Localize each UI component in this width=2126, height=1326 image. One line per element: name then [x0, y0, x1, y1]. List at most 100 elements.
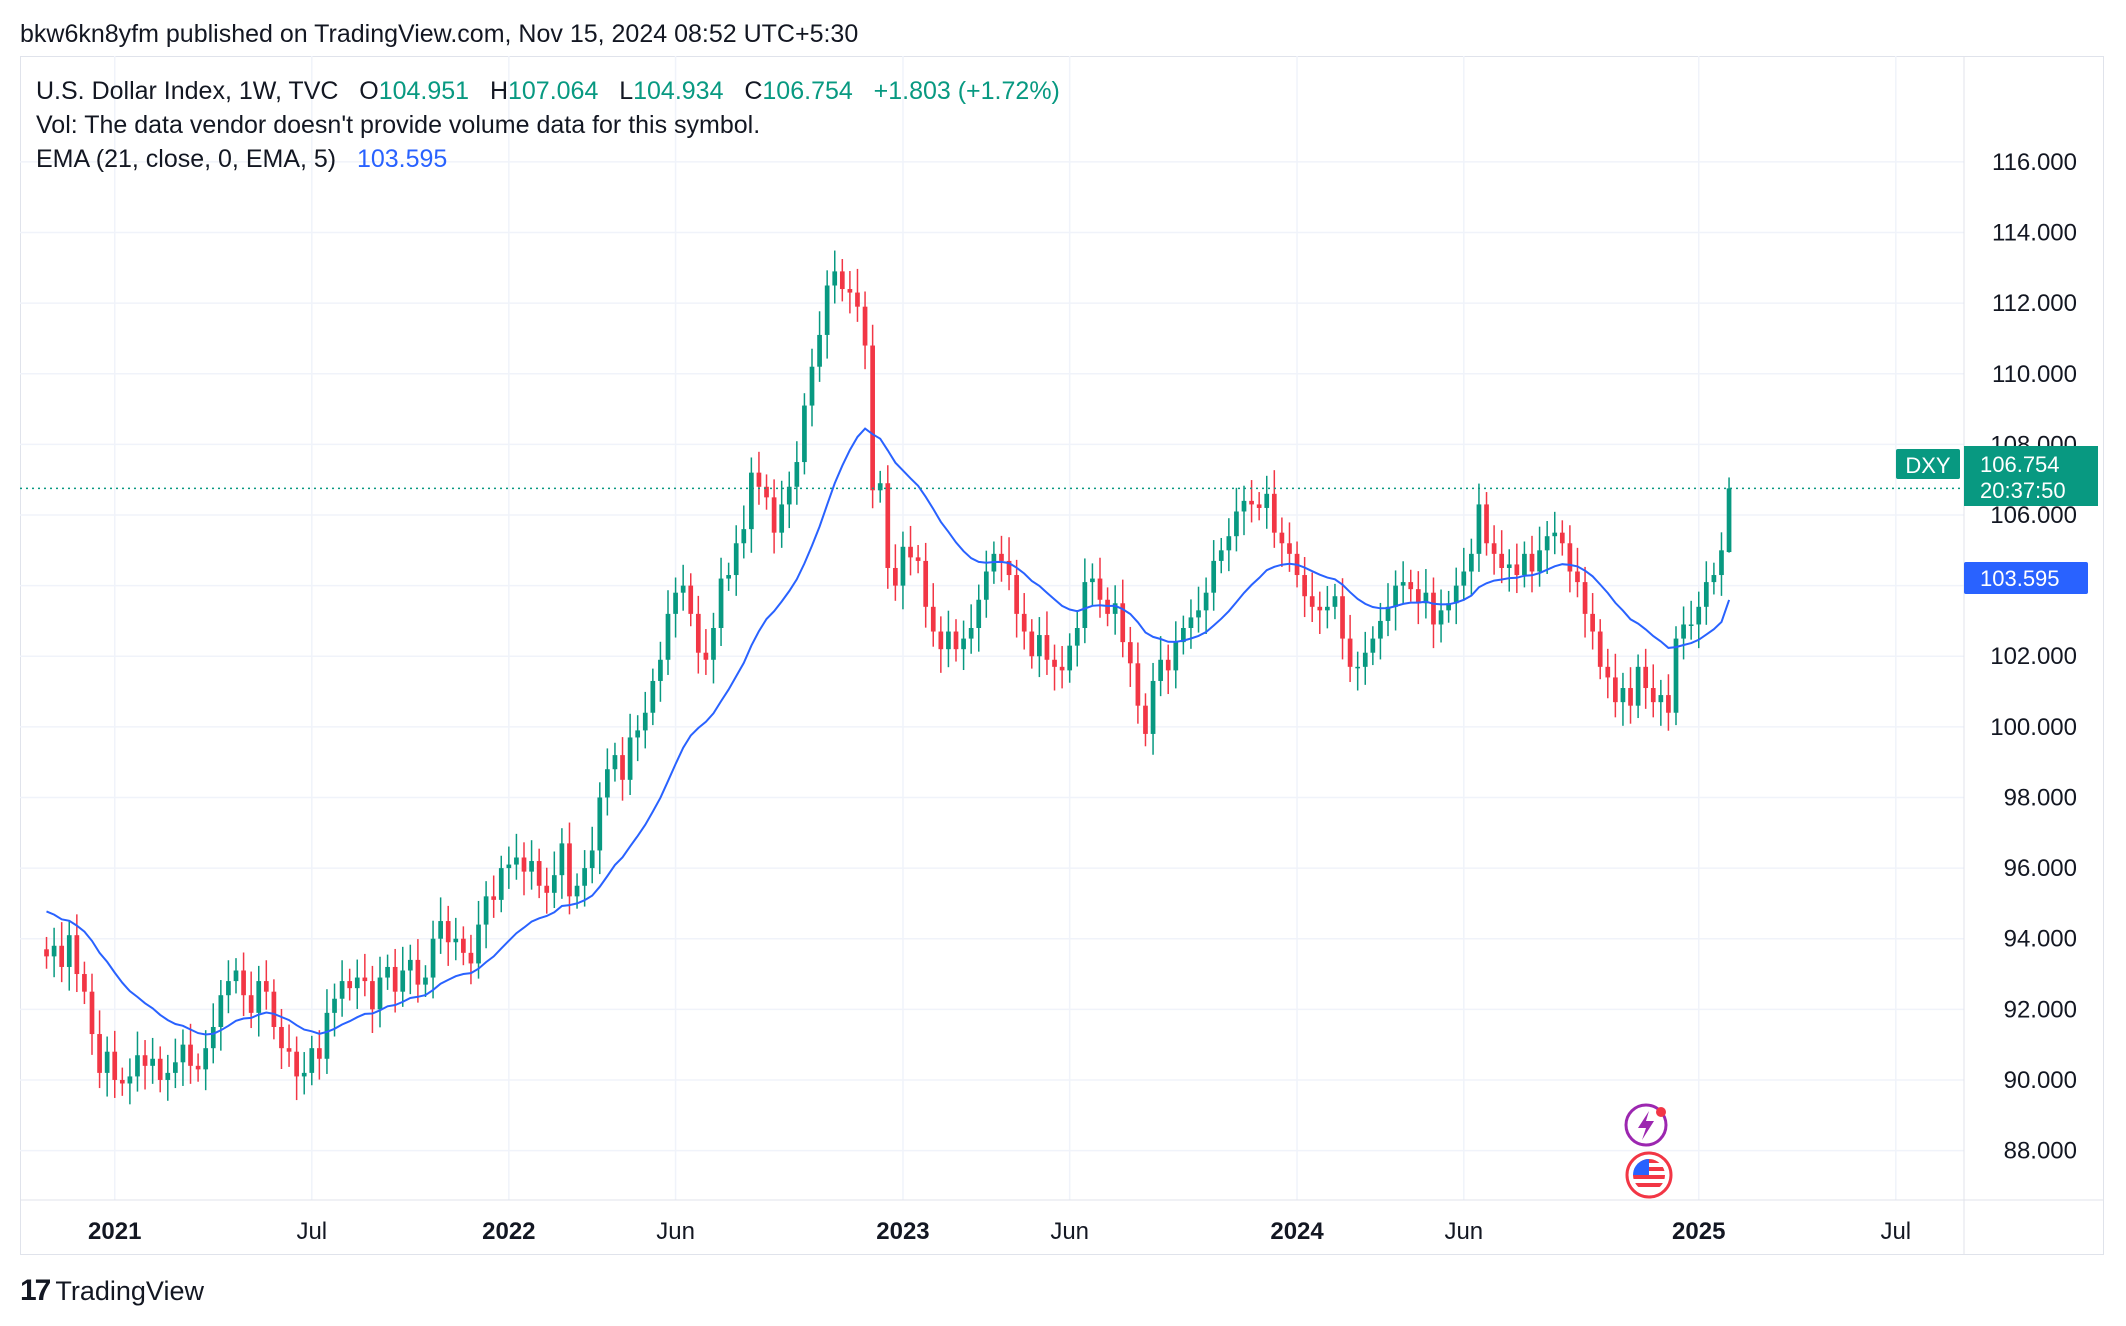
candle-body: [559, 843, 565, 876]
y-tick-label: 114.000: [1992, 220, 2077, 247]
candle: [559, 828, 565, 899]
ema-price-tag: 103.595: [1964, 562, 2088, 594]
candle: [605, 748, 610, 816]
candle: [1499, 530, 1505, 584]
candle-body: [514, 857, 519, 865]
candle: [1347, 614, 1353, 683]
candle-body: [370, 981, 375, 1010]
candle-body: [1014, 575, 1019, 614]
price-axis: 88.000 90.000 92.000 94.000 96.000 98.000 100.…: [1990, 149, 2077, 1165]
candle-body: [1597, 631, 1603, 667]
candle: [786, 471, 792, 529]
candle-body: [597, 797, 603, 851]
candle: [256, 965, 262, 1037]
candle: [241, 952, 246, 1017]
candle: [317, 1030, 322, 1080]
candle-body: [847, 289, 853, 293]
candle: [1196, 586, 1201, 633]
y-tick-label: 88.000: [2004, 1138, 2077, 1165]
x-tick-label: 2023: [876, 1218, 929, 1245]
candle: [703, 629, 709, 675]
published-caption: bkw6kn8yfm published on TradingView.com,…: [20, 20, 859, 48]
candle: [1400, 561, 1406, 604]
bar-countdown: 20:37:50: [1980, 478, 2066, 503]
candle: [1203, 577, 1209, 635]
legend-ema-row[interactable]: EMA (21, close, 0, EMA, 5) 103.595: [36, 142, 1060, 176]
candle: [1719, 532, 1724, 596]
candle-body: [544, 885, 550, 893]
legend-volume-row[interactable]: Vol: The data vendor doesn't provide vol…: [36, 108, 1060, 142]
candle: [226, 960, 231, 1014]
candle: [1469, 538, 1474, 596]
low-value: 104.934: [633, 77, 724, 105]
candle-body: [498, 868, 504, 900]
x-tick-label: 2022: [482, 1218, 535, 1245]
candle: [1120, 579, 1126, 658]
candle: [741, 505, 747, 559]
candle-body: [642, 712, 648, 731]
x-tick-label: 2024: [1270, 1218, 1324, 1245]
candle-body: [680, 585, 686, 593]
candle: [1635, 654, 1641, 719]
candle-body: [1453, 585, 1459, 604]
candle-body: [726, 575, 731, 579]
candle: [112, 1030, 118, 1098]
candle-body: [658, 659, 663, 681]
candle-body: [665, 613, 671, 660]
us-flag-icon[interactable]: [1625, 1151, 1673, 1199]
candle-body: [536, 861, 542, 886]
candle-body: [961, 638, 966, 650]
candle-body: [1666, 695, 1671, 713]
close-value: 106.754: [762, 77, 853, 105]
candle: [749, 457, 754, 553]
candle-body: [1143, 705, 1148, 734]
candle: [893, 544, 898, 601]
y-tick-label: 90.000: [2004, 1067, 2077, 1094]
candle-body: [824, 285, 830, 335]
tradingview-logo[interactable]: 17 TradingView: [20, 1274, 204, 1308]
candle-body: [567, 843, 572, 897]
candle: [188, 1023, 193, 1084]
candle-body: [491, 896, 497, 900]
candle: [1681, 606, 1686, 660]
candle: [1029, 619, 1035, 669]
x-tick-label: 2021: [88, 1218, 141, 1245]
candle-body: [112, 1051, 118, 1080]
lightning-icon[interactable]: [1624, 1103, 1668, 1147]
candle-body: [423, 977, 428, 985]
candle-body: [1499, 553, 1505, 568]
candle: [908, 525, 913, 576]
candle: [150, 1037, 155, 1084]
candle: [999, 535, 1004, 582]
candle-body: [900, 546, 906, 586]
candle: [1393, 570, 1398, 631]
candle: [1127, 626, 1133, 687]
legend-ohlc-row[interactable]: U.S. Dollar Index, 1W, TVC O104.951 H107…: [36, 74, 1060, 108]
candle-body: [180, 1044, 186, 1063]
candle: [597, 782, 603, 875]
candle-body: [1279, 532, 1285, 544]
candle: [1097, 557, 1103, 618]
candle-body: [1097, 578, 1103, 600]
candle-body: [1044, 635, 1050, 660]
candle: [430, 920, 436, 999]
candle: [1385, 583, 1391, 637]
candle-body: [44, 949, 49, 957]
candle-body: [1074, 628, 1080, 646]
candle: [279, 1008, 284, 1070]
candle-body: [1696, 606, 1702, 625]
candle-body: [1355, 666, 1361, 669]
candle-body: [1325, 606, 1330, 611]
candle-body: [1628, 688, 1633, 706]
candle-body: [695, 613, 701, 653]
candle: [862, 291, 868, 370]
candle-body: [627, 737, 633, 780]
candle: [1150, 662, 1156, 755]
symbol-description: U.S. Dollar Index, 1W, TVC: [36, 77, 339, 105]
x-tick-label: Jun: [1444, 1218, 1483, 1245]
candle: [536, 848, 542, 899]
candle: [695, 595, 701, 674]
candle-body: [506, 864, 512, 869]
candle: [1423, 569, 1429, 619]
